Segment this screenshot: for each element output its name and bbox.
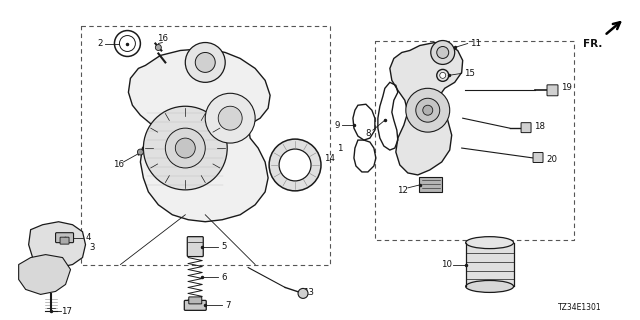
- Circle shape: [120, 36, 136, 52]
- Circle shape: [279, 149, 311, 181]
- Circle shape: [218, 106, 242, 130]
- Text: 18: 18: [534, 122, 545, 131]
- Circle shape: [416, 98, 440, 122]
- FancyBboxPatch shape: [189, 297, 202, 304]
- Text: 16: 16: [157, 34, 168, 43]
- Text: 17: 17: [61, 307, 72, 316]
- Text: 5: 5: [221, 242, 227, 251]
- Circle shape: [138, 149, 143, 155]
- Circle shape: [165, 128, 205, 168]
- Circle shape: [205, 93, 255, 143]
- Text: FR.: FR.: [583, 38, 602, 49]
- FancyBboxPatch shape: [60, 237, 69, 244]
- FancyBboxPatch shape: [184, 300, 206, 310]
- Text: 13: 13: [303, 288, 314, 297]
- Polygon shape: [390, 43, 463, 175]
- Text: 7: 7: [225, 301, 231, 310]
- Text: 9: 9: [334, 121, 340, 130]
- Text: TZ34E1301: TZ34E1301: [557, 303, 601, 312]
- Text: 11: 11: [470, 39, 481, 48]
- Text: 2: 2: [98, 39, 103, 48]
- Circle shape: [143, 106, 227, 190]
- Circle shape: [298, 288, 308, 298]
- Polygon shape: [19, 255, 70, 294]
- Ellipse shape: [466, 280, 513, 292]
- Circle shape: [406, 88, 450, 132]
- Text: 3: 3: [90, 243, 95, 252]
- Circle shape: [156, 44, 161, 51]
- Text: 6: 6: [221, 273, 227, 282]
- Text: 8: 8: [365, 129, 371, 138]
- Text: 14: 14: [324, 154, 335, 163]
- Ellipse shape: [466, 237, 513, 249]
- Circle shape: [175, 138, 195, 158]
- FancyBboxPatch shape: [56, 233, 74, 243]
- Circle shape: [436, 46, 449, 59]
- Text: 16: 16: [113, 160, 124, 170]
- Text: 1: 1: [337, 144, 342, 153]
- Text: 19: 19: [561, 83, 572, 92]
- Text: 4: 4: [86, 233, 92, 242]
- Circle shape: [269, 139, 321, 191]
- Text: 10: 10: [441, 260, 452, 269]
- Polygon shape: [129, 49, 270, 222]
- FancyBboxPatch shape: [533, 153, 543, 163]
- Text: 12: 12: [397, 186, 408, 196]
- FancyBboxPatch shape: [466, 243, 513, 286]
- Circle shape: [431, 41, 454, 64]
- FancyBboxPatch shape: [521, 123, 531, 132]
- Circle shape: [423, 105, 433, 115]
- Text: 15: 15: [464, 69, 475, 78]
- FancyBboxPatch shape: [419, 177, 442, 192]
- Circle shape: [186, 43, 225, 82]
- FancyBboxPatch shape: [188, 237, 204, 257]
- Circle shape: [195, 52, 215, 72]
- Polygon shape: [29, 222, 86, 268]
- FancyBboxPatch shape: [547, 85, 558, 96]
- Text: 20: 20: [546, 156, 557, 164]
- Circle shape: [440, 72, 445, 78]
